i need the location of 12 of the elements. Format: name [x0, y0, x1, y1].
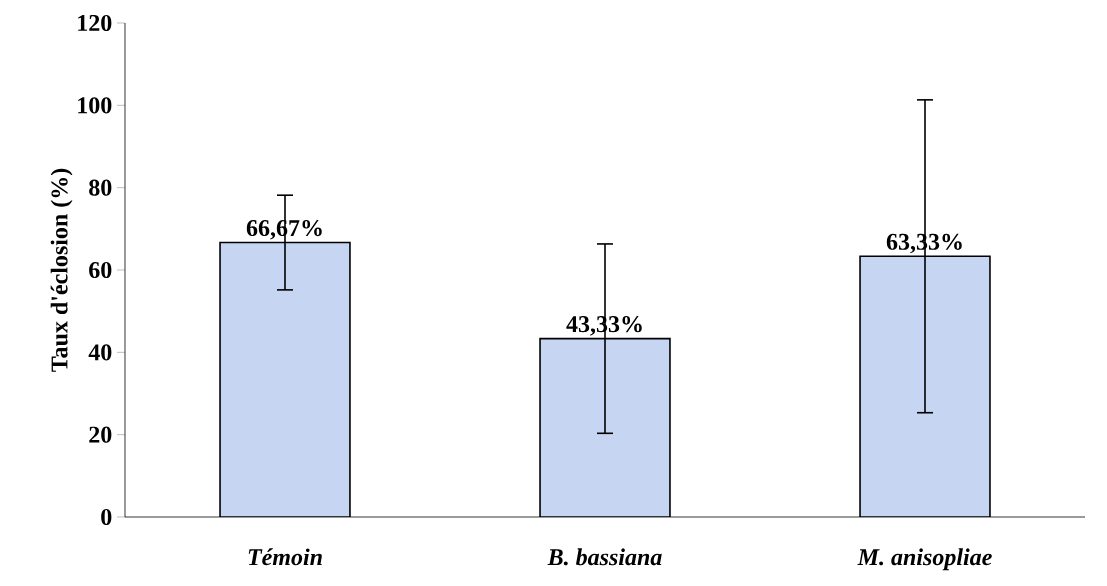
y-tick-label: 20 — [89, 426, 112, 443]
y-axis-title: Taux d'éclosion (%) — [50, 168, 73, 372]
y-tick-label: 60 — [89, 261, 112, 279]
x-tick-label: B. bassiana — [547, 548, 662, 566]
y-tick-label: 100 — [78, 97, 112, 114]
y-tick-label: 40 — [88, 344, 112, 361]
y-tick-label: 0 — [101, 508, 112, 526]
x-tick-label: M. anisopliae — [857, 548, 992, 571]
y-tick-label: 80 — [89, 179, 112, 196]
bar — [219, 241, 351, 517]
x-tick-label: Témoin — [248, 548, 322, 566]
y-tick-label: 120 — [78, 14, 112, 32]
